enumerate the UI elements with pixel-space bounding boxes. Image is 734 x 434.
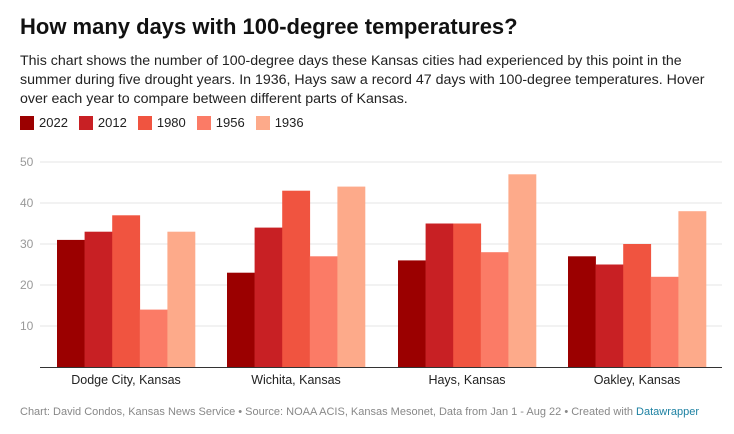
y-tick-label: 40 bbox=[20, 196, 34, 210]
footer-credits: Chart: David Condos, Kansas News Service… bbox=[20, 406, 637, 418]
bar-1936-3[interactable] bbox=[678, 211, 707, 367]
legend: 2022 2012 1980 1956 1936 bbox=[20, 115, 315, 130]
bar-1980-0[interactable] bbox=[112, 215, 141, 367]
y-tick-label: 20 bbox=[20, 278, 34, 292]
legend-label: 1980 bbox=[156, 115, 186, 130]
datawrapper-link[interactable]: Datawrapper bbox=[636, 406, 700, 418]
x-tick-label: Oakley, Kansas bbox=[594, 373, 681, 387]
footer: Chart: David Condos, Kansas News Service… bbox=[20, 406, 699, 418]
bar-1936-0[interactable] bbox=[167, 231, 196, 367]
legend-item-2012[interactable]: 2012 bbox=[78, 115, 127, 130]
bar-2012-1[interactable] bbox=[254, 227, 283, 367]
legend-item-1936[interactable]: 1936 bbox=[255, 115, 304, 130]
bar-2012-0[interactable] bbox=[84, 231, 113, 367]
legend-swatch bbox=[20, 115, 34, 130]
bar-2022-3[interactable] bbox=[568, 256, 596, 367]
x-tick-label: Dodge City, Kansas bbox=[71, 373, 181, 387]
legend-swatch bbox=[196, 115, 211, 130]
bar-1936-1[interactable] bbox=[337, 186, 366, 367]
chart-description: This chart shows the number of 100-degre… bbox=[20, 53, 705, 107]
legend-label: 2012 bbox=[97, 115, 127, 130]
y-tick-label: 50 bbox=[20, 155, 34, 169]
legend-label: 1936 bbox=[274, 115, 304, 130]
bar-1956-2[interactable] bbox=[480, 252, 509, 367]
bar-1956-0[interactable] bbox=[139, 309, 168, 367]
bar-1980-1[interactable] bbox=[282, 190, 311, 367]
bar-1980-2[interactable] bbox=[453, 223, 482, 368]
legend-label: 1956 bbox=[215, 115, 245, 130]
bar-2012-2[interactable] bbox=[425, 223, 454, 368]
legend-swatch bbox=[78, 115, 93, 130]
legend-swatch bbox=[137, 115, 152, 130]
chart-title: How many days with 100-degree temperatur… bbox=[20, 14, 518, 39]
bar-2022-1[interactable] bbox=[227, 272, 255, 367]
legend-item-2022[interactable]: 2022 bbox=[20, 115, 68, 130]
x-tick-label: Wichita, Kansas bbox=[251, 373, 341, 387]
bar-1956-3[interactable] bbox=[650, 276, 679, 367]
legend-item-1956[interactable]: 1956 bbox=[196, 115, 245, 130]
y-tick-label: 30 bbox=[20, 237, 34, 251]
legend-item-1980[interactable]: 1980 bbox=[137, 115, 186, 130]
bar-1936-2[interactable] bbox=[508, 174, 537, 367]
y-tick-label: 10 bbox=[20, 319, 34, 333]
bar-2012-3[interactable] bbox=[595, 264, 624, 368]
x-tick-label: Hays, Kansas bbox=[428, 373, 505, 387]
bar-2022-0[interactable] bbox=[57, 239, 85, 367]
bar-1980-3[interactable] bbox=[623, 244, 652, 367]
bar-2022-2[interactable] bbox=[398, 260, 426, 367]
legend-label: 2022 bbox=[39, 115, 68, 130]
legend-swatch bbox=[255, 115, 270, 130]
bar-1956-1[interactable] bbox=[309, 256, 338, 367]
